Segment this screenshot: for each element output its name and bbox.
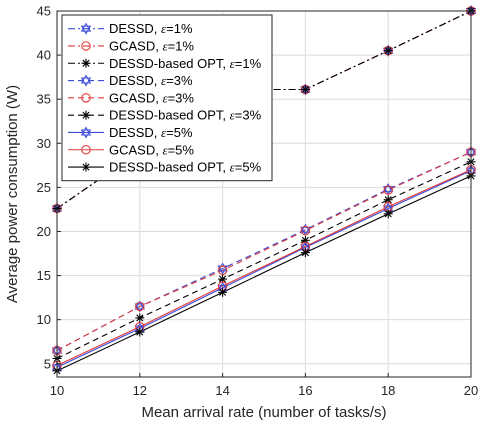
circle-marker xyxy=(300,225,311,236)
asterisk-marker xyxy=(81,162,91,172)
asterisk-marker xyxy=(300,248,310,258)
legend-entry: DESSD-based OPT, ε=5% xyxy=(68,160,262,175)
legend-entry: GCASD, ε=1% xyxy=(68,38,194,53)
legend-label: DESSD, ε=1% xyxy=(109,21,193,36)
y-tick-label: 30 xyxy=(37,136,51,151)
legend-entry: GCASD, ε=5% xyxy=(68,142,194,157)
series-line-6 xyxy=(56,170,472,368)
legend-label: GCASD, ε=1% xyxy=(109,38,194,53)
asterisk-marker xyxy=(383,209,393,219)
hexagram-marker xyxy=(80,126,92,139)
y-axis-label: Average power consumption (W) xyxy=(4,85,21,303)
series-line-8 xyxy=(56,175,472,372)
circle-marker xyxy=(135,301,145,312)
x-tick-label: 14 xyxy=(215,383,229,398)
legend-entry: DESSD, ε=3% xyxy=(68,73,193,88)
circle-marker xyxy=(217,265,228,276)
circle-marker xyxy=(81,41,91,51)
legend-label: DESSD, ε=5% xyxy=(109,125,193,140)
legend-label: DESSD-based OPT, ε=3% xyxy=(109,108,262,123)
plot-area-frame xyxy=(56,10,472,378)
y-tick-label: 35 xyxy=(37,92,51,107)
legend-entry: DESSD-based OPT, ε=1% xyxy=(68,56,262,71)
hexagram-marker xyxy=(383,183,394,196)
series-line-5 xyxy=(56,161,472,359)
asterisk-marker xyxy=(383,46,393,56)
y-tick-label: 45 xyxy=(37,4,51,19)
legend-label: DESSD-based OPT, ε=5% xyxy=(109,160,262,175)
circle-marker xyxy=(81,93,91,103)
y-tick-label: 20 xyxy=(37,224,51,239)
x-tick-label: 16 xyxy=(298,383,312,398)
legend-entry: DESSD-based OPT, ε=3% xyxy=(68,108,262,123)
x-axis-label: Mean arrival rate (number of tasks/s) xyxy=(141,404,386,421)
legend-label: DESSD, ε=3% xyxy=(109,73,193,88)
asterisk-marker xyxy=(300,84,310,94)
x-tick-label: 18 xyxy=(381,383,395,398)
hexagram-marker xyxy=(80,22,92,35)
series-line-7 xyxy=(56,169,472,367)
circle-marker xyxy=(81,145,91,155)
legend: DESSD, ε=1% GCASD, ε=1% DESSD-based OPT, ε… xyxy=(61,14,273,182)
asterisk-marker xyxy=(135,327,145,337)
hexagram-marker xyxy=(134,300,145,313)
asterisk-marker xyxy=(135,313,145,323)
y-tick-label: 15 xyxy=(37,268,51,283)
legend-entry: DESSD, ε=5% xyxy=(68,125,193,140)
legend-label: GCASD, ε=5% xyxy=(109,142,194,157)
circle-marker xyxy=(383,185,393,195)
hexagram-marker xyxy=(80,74,92,87)
series-line-4 xyxy=(56,151,472,352)
x-tick-label: 12 xyxy=(133,383,147,398)
legend-entry: GCASD, ε=3% xyxy=(68,90,194,105)
legend-label: DESSD-based OPT, ε=1% xyxy=(109,56,262,71)
y-tick-label: 5 xyxy=(44,356,51,371)
y-tick-label: 25 xyxy=(37,180,51,195)
y-tick-label: 10 xyxy=(37,312,51,327)
hexagram-marker xyxy=(300,223,311,236)
legend-entry: DESSD, ε=1% xyxy=(68,21,193,36)
legend-label: GCASD, ε=3% xyxy=(109,90,194,105)
legend-box xyxy=(61,14,273,182)
series-markers xyxy=(51,4,477,376)
asterisk-marker xyxy=(81,58,91,68)
series-line-3 xyxy=(56,151,472,352)
y-tick-label: 40 xyxy=(37,48,51,63)
x-tick-label: 10 xyxy=(50,383,64,398)
axis-ticks: 10 12 14 16 18 20 5 10 15 20 25 30 35 40 45 xyxy=(37,4,479,399)
asterisk-marker xyxy=(218,287,228,297)
x-tick-label: 20 xyxy=(464,383,478,398)
asterisk-marker xyxy=(81,110,91,120)
